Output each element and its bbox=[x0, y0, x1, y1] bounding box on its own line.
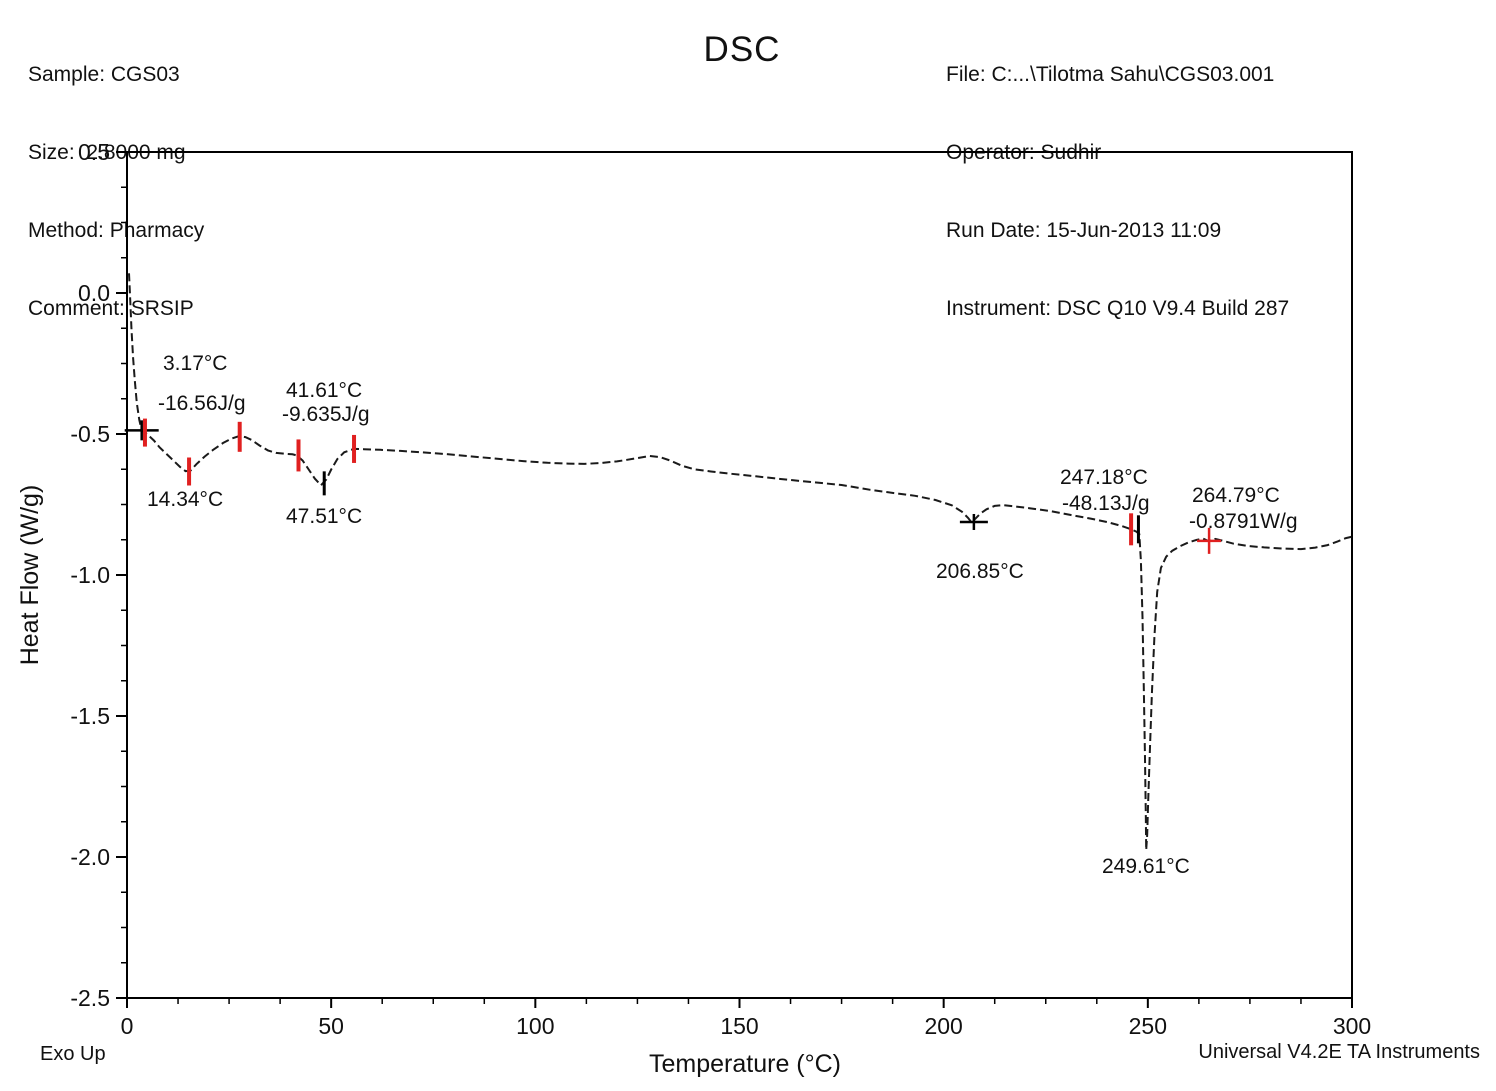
y-tick-label: -2.5 bbox=[70, 985, 110, 1011]
peak-annotation: 14.34°C bbox=[147, 488, 223, 511]
y-tick-label: 0.5 bbox=[78, 139, 110, 165]
annotation-labels: 3.17°C -16.56J/g 41.61°C-9.635J/g 14.34°C 47… bbox=[147, 352, 1298, 878]
peak-annotation: 206.85°C bbox=[936, 560, 1024, 583]
sample-comment: Comment: SRSIP bbox=[28, 297, 194, 320]
analysis-markers bbox=[124, 418, 1222, 554]
x-tick-label: 100 bbox=[516, 1013, 554, 1039]
peak-annotation: -16.56J/g bbox=[158, 392, 246, 415]
page-title: DSC bbox=[703, 30, 781, 69]
peak-annotation: 247.18°C bbox=[1060, 466, 1148, 489]
x-axis-title: Temperature (°C) bbox=[649, 1050, 841, 1078]
y-tick-label: 0.0 bbox=[78, 280, 110, 306]
x-tick-label: 150 bbox=[720, 1013, 758, 1039]
file-info-block: File: C:...\Tilotma Sahu\CGS03.001 Opera… bbox=[946, 10, 1289, 374]
x-tick-label: 300 bbox=[1333, 1013, 1371, 1039]
x-tick-label: 50 bbox=[318, 1013, 344, 1039]
run-date: Run Date: 15-Jun-2013 11:09 bbox=[946, 219, 1222, 242]
peak-annotation: -48.13J/g bbox=[1062, 492, 1150, 515]
peak-annotation: -0.8791W/g bbox=[1189, 510, 1298, 533]
peak-annotation: 249.61°C bbox=[1102, 855, 1190, 878]
peak-annotation: 41.61°C bbox=[286, 379, 362, 402]
x-tick-label: 200 bbox=[924, 1013, 962, 1039]
peak-annotation: -9.635J/g bbox=[282, 403, 370, 426]
exo-up-label: Exo Up bbox=[40, 1043, 106, 1065]
sample-name: Sample: CGS03 bbox=[28, 63, 180, 86]
y-tick-label: -0.5 bbox=[70, 421, 110, 447]
file-path: File: C:...\Tilotma Sahu\CGS03.001 bbox=[946, 63, 1275, 86]
instrument: Instrument: DSC Q10 V9.4 Build 287 bbox=[946, 297, 1290, 320]
heat-flow-curve bbox=[128, 273, 1352, 851]
y-tick-label: -1.5 bbox=[70, 703, 110, 729]
y-axis-title: Heat Flow (W/g) bbox=[16, 485, 44, 666]
x-axis-ticks: 0 50 100 150 200 250 300 bbox=[121, 998, 1371, 1039]
credit-label: Universal V4.2E TA Instruments bbox=[1198, 1041, 1480, 1063]
x-tick-label: 0 bbox=[121, 1013, 134, 1039]
peak-annotation: 3.17°C bbox=[163, 352, 227, 375]
x-tick-label: 250 bbox=[1129, 1013, 1167, 1039]
peak-annotation: 47.51°C bbox=[286, 505, 362, 528]
y-tick-label: -2.0 bbox=[70, 844, 110, 870]
peak-annotation: 264.79°C bbox=[1192, 484, 1280, 507]
y-axis-ticks: 0.5 0.0 -0.5 -1.0 -1.5 -2.0 -2.5 bbox=[70, 139, 127, 1011]
sample-method: Method: Pharmacy bbox=[28, 219, 205, 242]
y-tick-label: -1.0 bbox=[70, 562, 110, 588]
